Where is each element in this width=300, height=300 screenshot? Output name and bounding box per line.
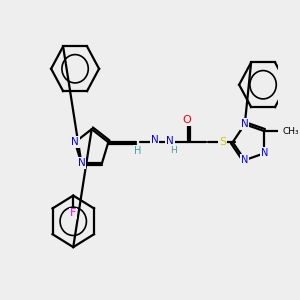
Text: N: N: [241, 119, 249, 129]
Text: N: N: [261, 148, 268, 158]
Text: N: N: [71, 137, 79, 147]
Text: N: N: [166, 136, 174, 146]
Text: F: F: [70, 208, 76, 218]
Text: S: S: [219, 137, 226, 147]
Text: N: N: [241, 155, 248, 165]
Text: H: H: [134, 146, 142, 156]
Text: O: O: [182, 116, 191, 125]
Text: N: N: [151, 135, 158, 145]
Text: H: H: [170, 146, 177, 154]
Text: N: N: [77, 158, 85, 168]
Text: CH₃: CH₃: [283, 127, 299, 136]
